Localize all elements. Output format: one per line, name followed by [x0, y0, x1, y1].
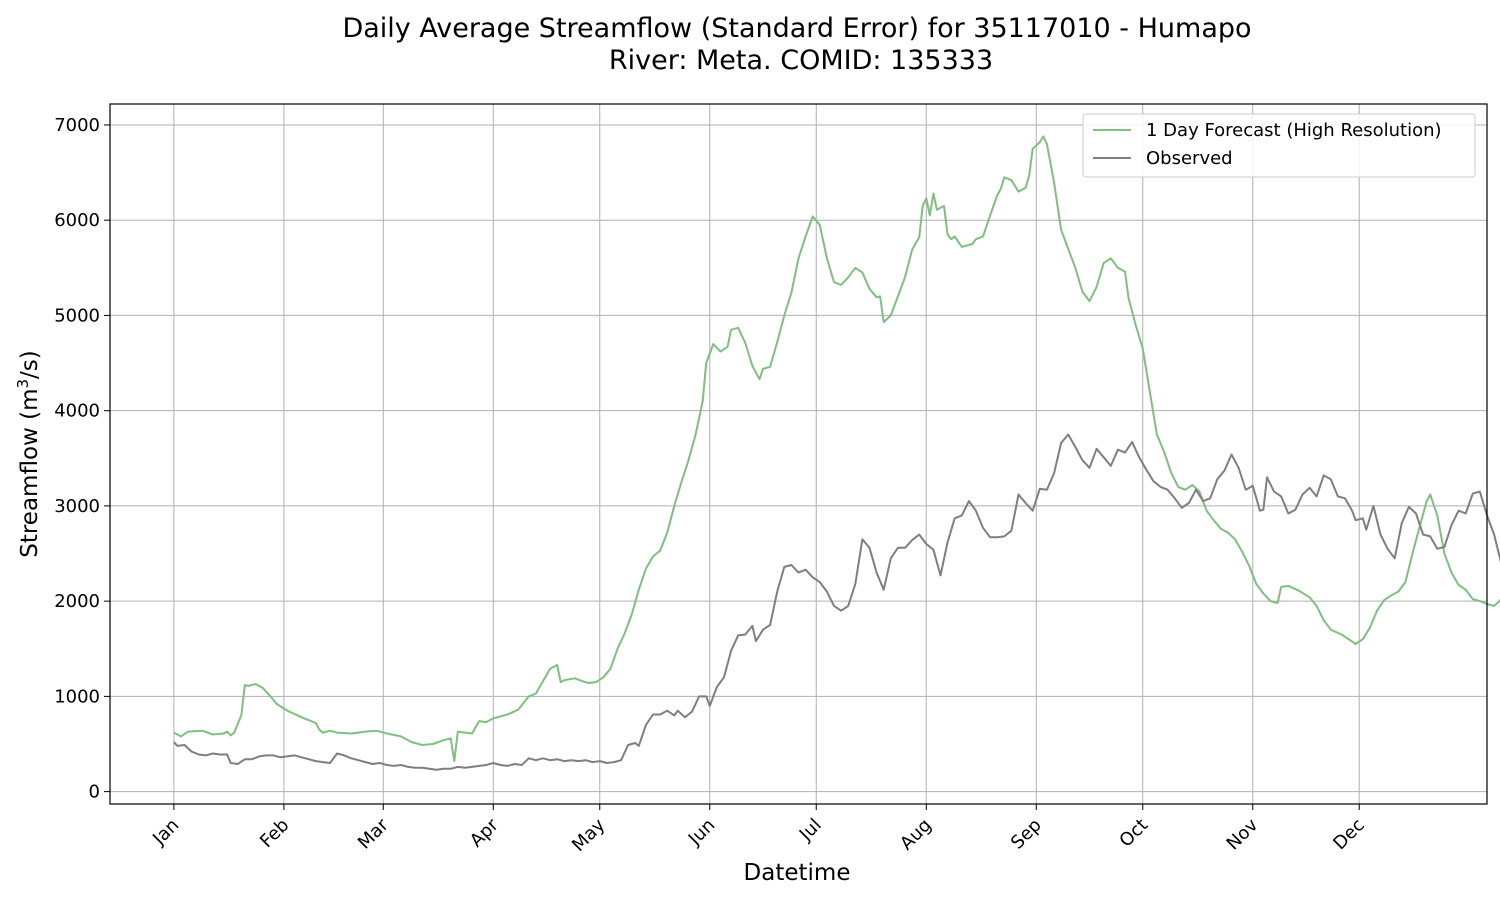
legend-label-forecast: 1 Day Forecast (High Resolution): [1146, 120, 1442, 141]
series-line-observed: [173, 433, 1500, 771]
x-tick-label: Oct: [1115, 815, 1152, 852]
title-line-2: River: Meta. COMID: 135333: [609, 45, 993, 76]
x-tick-label: Apr: [466, 814, 503, 851]
y-tick-label: 6000: [54, 210, 100, 231]
legend-label-observed: Observed: [1146, 148, 1233, 169]
series-line-forecast: [173, 135, 1500, 763]
y-tick-label: 3000: [54, 496, 100, 517]
y-axis-label: Streamflow (m3/s): [14, 350, 43, 558]
x-tick-label: Mar: [354, 814, 393, 853]
x-tick-label: Feb: [256, 815, 293, 852]
y-axis-label-main: Streamflow (m: [17, 388, 43, 557]
x-tick-label: Nov: [1223, 814, 1263, 854]
y-tick-label: 5000: [54, 305, 100, 326]
chart-title: Daily Average Streamflow (Standard Error…: [342, 13, 1251, 76]
x-tick-label: May: [568, 814, 609, 855]
x-tick-label: Sep: [1007, 815, 1046, 854]
y-axis-label-superscript: 3: [14, 379, 32, 389]
y-axis-label-end: /s): [17, 350, 43, 379]
y-tick-label: 0: [89, 782, 100, 803]
x-axis-label: Datetime: [744, 860, 851, 886]
plot-frame: [109, 103, 1488, 805]
legend: 1 Day Forecast (High Resolution) Observe…: [1082, 113, 1476, 178]
grid-lines: [110, 104, 1487, 804]
title-line-1: Daily Average Streamflow (Standard Error…: [342, 13, 1251, 44]
y-tick-label: 4000: [54, 401, 100, 422]
x-tick-label: Jun: [684, 815, 719, 850]
x-axis-ticks: Jan Feb Mar Apr May Jun Jul Aug Sep Oct Nov Dec: [148, 804, 1369, 856]
x-tick-label: Jul: [795, 815, 826, 846]
x-tick-label: Jan: [148, 815, 183, 850]
y-tick-label: 7000: [54, 115, 100, 136]
y-axis-ticks: 0 1000 2000 3000 4000 5000 6000 7000: [54, 115, 110, 803]
legend-box: [1082, 113, 1476, 178]
y-tick-label: 1000: [54, 686, 100, 707]
series-lines: [173, 135, 1500, 771]
x-tick-label: Aug: [896, 815, 936, 855]
x-tick-label: Dec: [1329, 815, 1368, 854]
y-tick-label: 2000: [54, 591, 100, 612]
